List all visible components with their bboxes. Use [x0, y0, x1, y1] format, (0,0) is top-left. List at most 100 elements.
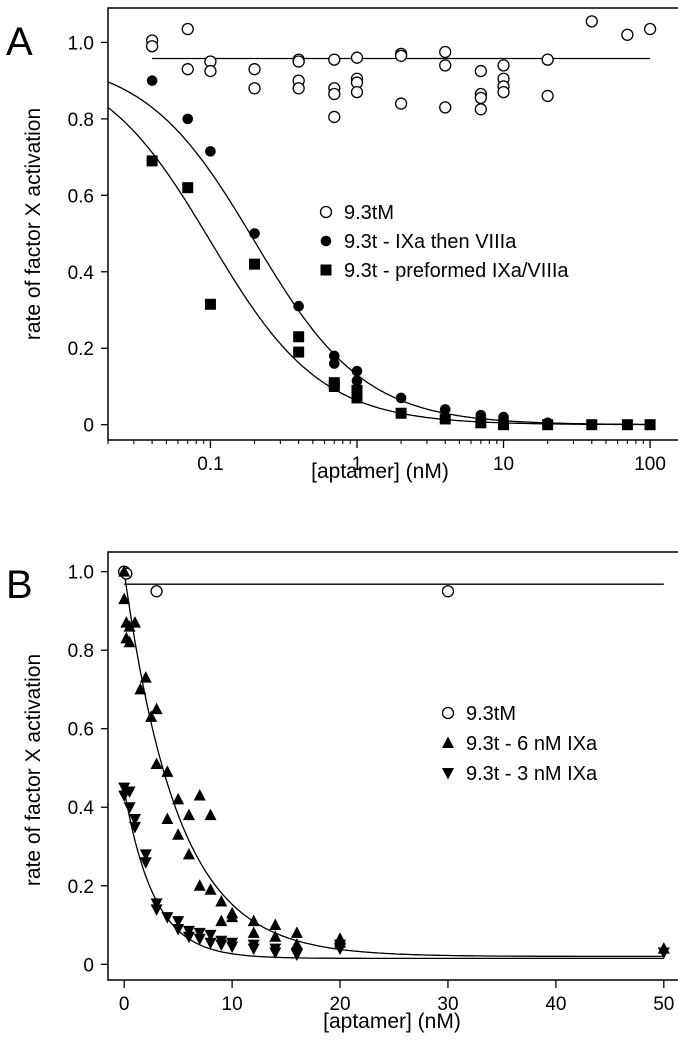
data-point [161, 765, 174, 777]
data-point [328, 87, 341, 101]
data-point [350, 51, 364, 64]
data-point [118, 592, 131, 605]
data-point [328, 380, 340, 392]
data-point [474, 103, 487, 116]
panel-b-legend: 9.3tM 9.3t - 6 nM IXa 9.3t - 3 nM IXa [441, 703, 598, 785]
data-point [290, 926, 303, 938]
data-point [150, 904, 163, 916]
series-9-3t-3-nm-ixa [118, 782, 670, 961]
legend-item-9-3t-ixa-then-viiia: 9.3t - IXa then VIIIa [320, 231, 517, 253]
y-tick-label: 0.6 [68, 720, 94, 741]
data-point [204, 298, 216, 310]
x-tick-label: 50 [653, 994, 674, 1015]
data-point [193, 927, 206, 940]
data-point [290, 949, 303, 961]
data-point [541, 89, 554, 103]
x-tick-label: 40 [545, 994, 566, 1015]
data-point [292, 82, 305, 95]
data-point [247, 914, 260, 927]
data-point [249, 228, 260, 239]
x-tick-label: 30 [437, 994, 458, 1015]
x-tick-label: 0 [119, 994, 130, 1015]
data-point [657, 947, 670, 960]
data-point [128, 821, 141, 834]
data-point [123, 802, 136, 814]
data-point [123, 635, 136, 648]
legend-label: 9.3t - IXa then VIIIa [344, 231, 517, 253]
legend-marker [442, 768, 454, 780]
data-point [118, 782, 131, 795]
panel-a: A 0 0.2 0.4 0.6 0.8 1.0 0.1 1 10 100 9.3tM 9.3t -… [6, 7, 678, 483]
y-tick-label: 0.2 [68, 339, 94, 360]
data-point [249, 258, 261, 270]
data-point [292, 55, 305, 68]
legend-label: 9.3t - 3 nM IXa [466, 763, 598, 785]
y-tick-label: 0 [83, 955, 94, 976]
legend-marker [320, 235, 332, 247]
data-point [193, 788, 206, 801]
fit-curve-exp_decay [123, 789, 664, 960]
panel-b-y-axis-label: rate of factor X activation [22, 654, 45, 886]
panel-a-y-ticks: 0 0.2 0.4 0.6 0.8 1.0 [68, 33, 108, 437]
data-point [123, 620, 136, 632]
series-9-3t-preformed-ixa-viiia [146, 155, 656, 431]
data-point [351, 365, 363, 377]
panel-a-legend: 9.3tM 9.3t - IXa then VIIIa 9.3t - preform… [319, 202, 569, 282]
panel-b-x-axis-label: [aptamer] (nM) [323, 1010, 461, 1033]
data-point [128, 616, 141, 628]
data-point [172, 916, 185, 928]
y-tick-label: 0.4 [68, 263, 95, 284]
legend-label: 9.3t - 6 nM IXa [466, 733, 598, 755]
data-point [226, 906, 239, 919]
data-point [351, 384, 363, 396]
legend-label: 9.3tM [466, 703, 516, 725]
data-point [441, 585, 455, 598]
data-point [644, 419, 656, 431]
y-tick-label: 0.8 [68, 641, 94, 662]
data-point [328, 53, 341, 66]
data-point [181, 63, 194, 76]
data-point [497, 85, 510, 99]
series-9-3tm [118, 565, 455, 598]
y-tick-label: 0 [83, 416, 94, 437]
data-point [395, 392, 407, 404]
series-9-3t-6-nm-ixa [118, 565, 670, 954]
data-point [351, 375, 363, 387]
legend-item-9-3t-3-nm-ixa: 9.3t - 3 nM IXa [442, 763, 598, 785]
legend-marker [442, 736, 454, 748]
data-point [293, 331, 305, 343]
data-point [293, 300, 304, 312]
data-point [475, 417, 487, 429]
data-point [145, 40, 159, 53]
data-point [123, 786, 136, 799]
data-point [269, 930, 282, 942]
data-point [586, 419, 598, 431]
data-point [204, 808, 217, 821]
data-point [439, 413, 451, 425]
data-point [139, 857, 152, 869]
data-point [269, 918, 282, 931]
data-point [182, 925, 195, 938]
data-point [172, 792, 185, 805]
data-point [204, 64, 217, 78]
panel-b-y-ticks: 0 0.2 0.4 0.6 0.8 1.0 [68, 563, 108, 976]
data-point [497, 59, 510, 72]
data-point [394, 97, 408, 110]
legend-item-9-3tm: 9.3tM [319, 202, 394, 224]
data-point [172, 828, 185, 840]
data-point [439, 404, 451, 415]
legend-item-9-3tm: 9.3tM [441, 703, 516, 725]
data-point [161, 912, 174, 924]
data-point [395, 407, 407, 419]
legend-marker [441, 706, 455, 720]
data-point [247, 926, 260, 938]
data-point [182, 182, 194, 194]
x-tick-label: 1 [352, 454, 363, 475]
panel-b-letter: B [6, 563, 33, 607]
y-tick-label: 1.0 [68, 33, 94, 54]
series-9-3tm [145, 15, 657, 124]
y-tick-label: 0.6 [68, 186, 94, 207]
data-point [439, 59, 452, 72]
data-point [204, 929, 217, 942]
data-point [182, 808, 195, 821]
